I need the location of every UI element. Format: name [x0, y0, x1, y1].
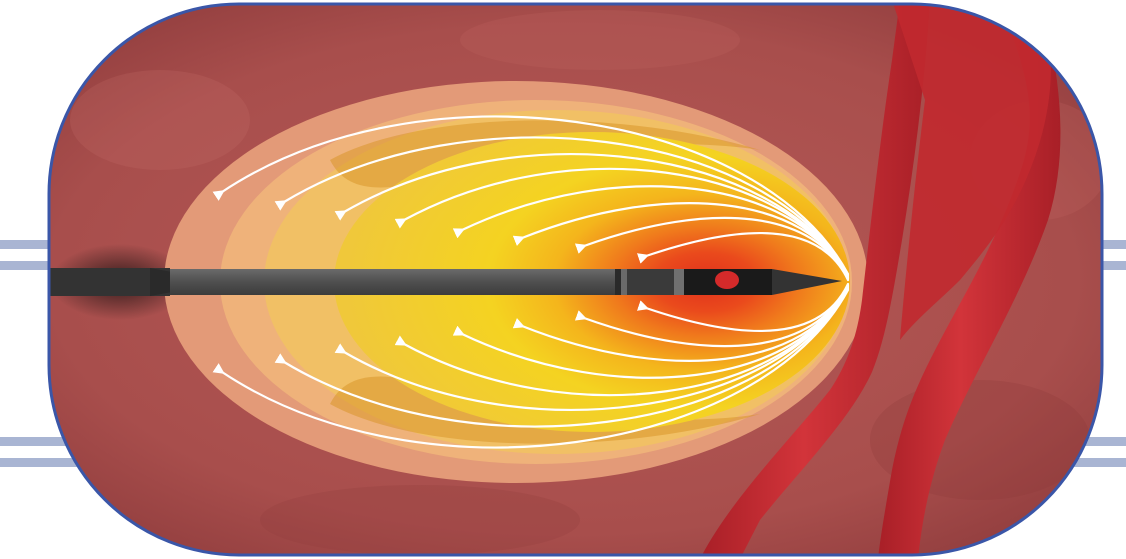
heat-flow-arrow-icon [212, 115, 850, 276]
blood-vessel-icon [700, 4, 930, 555]
heat-flow-arrow-icon [512, 284, 850, 362]
heat-flow-arrow-icon [636, 231, 850, 282]
heat-flow-arrow-icon [274, 287, 850, 428]
blood-vessel-trunk [892, 4, 1051, 340]
illustration-frame [47, 2, 1104, 557]
blood-vessel-branch [878, 4, 1061, 555]
heat-flow-arrow-icon [636, 282, 850, 333]
heat-flow-arrow-icon [574, 283, 850, 348]
heat-flow-arrow-icon [574, 216, 850, 281]
heat-flow-arrows [212, 115, 850, 449]
heat-flow-arrow-icon [212, 288, 850, 449]
heat-flow-arrow-icon [512, 202, 850, 280]
ablation-needle-icon [49, 268, 842, 296]
heat-flow-arrow-icon [274, 136, 850, 277]
electrode-dot [715, 271, 739, 289]
